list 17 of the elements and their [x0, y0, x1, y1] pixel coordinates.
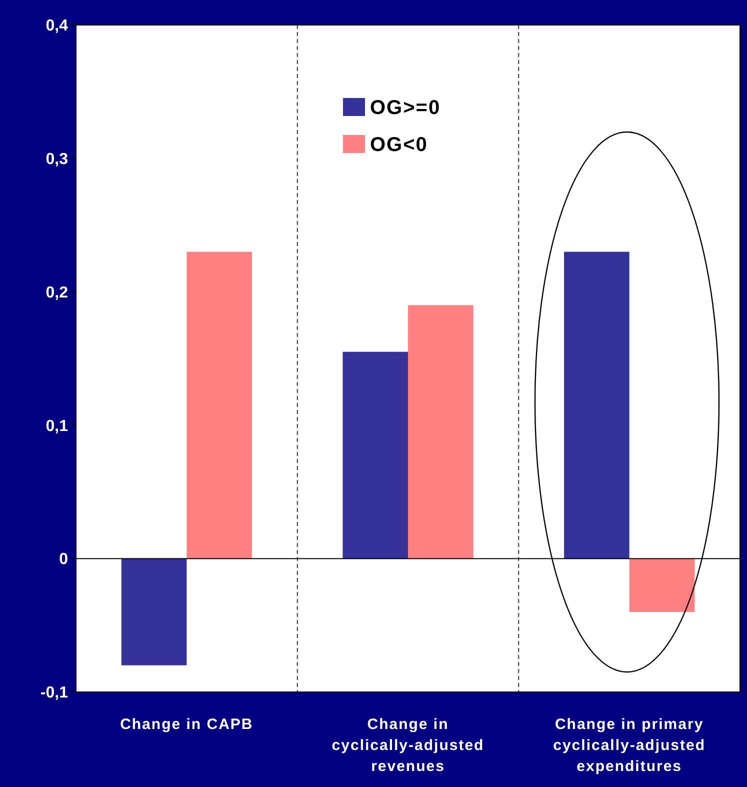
legend-label: OG<0	[370, 134, 428, 156]
y-tick-label: 0,4	[46, 18, 68, 35]
bar	[121, 558, 187, 666]
legend-label: OG>=0	[370, 97, 441, 119]
y-tick-label: 0,2	[46, 284, 68, 302]
y-tick-label: -0,1	[40, 684, 68, 702]
x-tick-label: Change in cyclically-adjusted revenues	[332, 716, 484, 775]
x-tick-label: Change in primary cyclically-adjusted expenditures	[553, 716, 706, 775]
y-tick-label: 0,1	[46, 418, 68, 435]
bar	[342, 352, 408, 559]
bar	[564, 252, 630, 559]
x-tick-label: Change in CAPB	[120, 716, 254, 733]
y-tick-label: 0	[59, 551, 68, 568]
bar	[186, 252, 252, 559]
y-tick-label: 0,3	[46, 151, 68, 168]
bar	[629, 558, 695, 612]
bar	[408, 305, 474, 559]
